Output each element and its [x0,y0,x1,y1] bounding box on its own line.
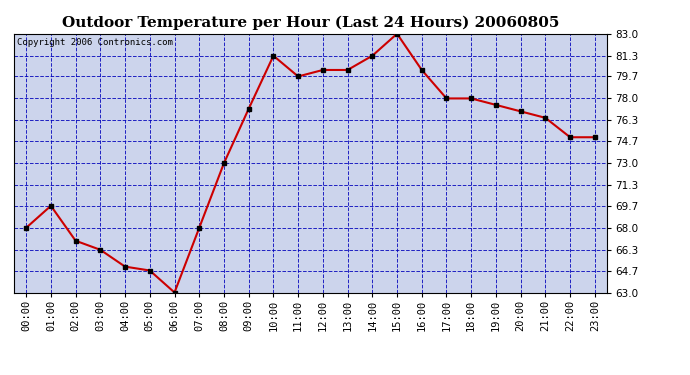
Title: Outdoor Temperature per Hour (Last 24 Hours) 20060805: Outdoor Temperature per Hour (Last 24 Ho… [62,15,559,30]
Text: Copyright 2006 Contronics.com: Copyright 2006 Contronics.com [17,38,172,46]
